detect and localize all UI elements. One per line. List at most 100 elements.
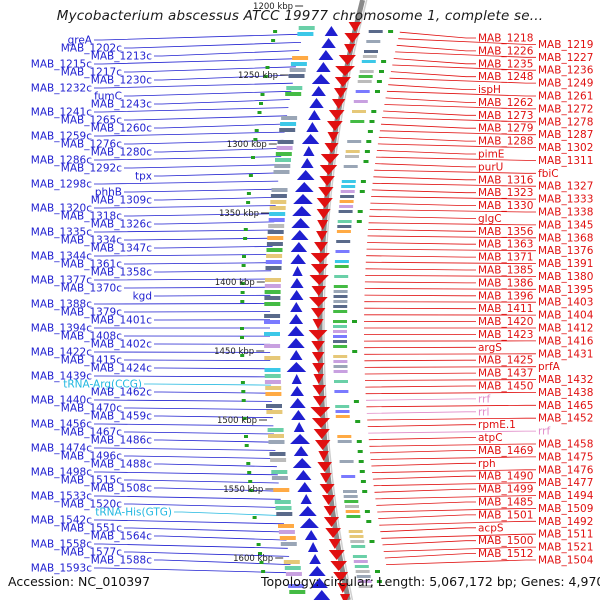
cds-tick — [241, 264, 246, 267]
forward-gene-arrow — [327, 132, 339, 142]
reverse-gene-arrow — [311, 74, 331, 84]
gene-label: MAB_1286c — [31, 155, 92, 167]
cds-tick — [359, 190, 365, 193]
gene-label: MAB_1467c — [61, 427, 122, 439]
gene-label: MAB_1402c — [91, 339, 152, 351]
annotation-block — [269, 452, 286, 456]
leader-line — [371, 196, 536, 200]
gene-label: MAB_1459c — [91, 411, 152, 423]
annotation-block — [264, 332, 280, 336]
leader-line — [154, 487, 280, 492]
annotation-block — [358, 585, 373, 588]
reverse-gene-arrow — [290, 278, 304, 288]
cds-tick — [244, 435, 248, 438]
forward-gene-arrow — [332, 99, 346, 109]
leader-line — [94, 33, 303, 41]
gene-label: MAB_1227 — [538, 52, 593, 64]
cds-tick — [248, 480, 253, 483]
leader-line — [366, 255, 476, 258]
reverse-gene-arrow — [303, 146, 315, 156]
annotation-block — [349, 535, 364, 538]
gene-label: MAB_1462c — [91, 387, 152, 399]
forward-gene-arrow — [317, 462, 332, 472]
leader-line — [370, 202, 476, 206]
reverse-gene-arrow — [297, 482, 313, 492]
leader-line — [383, 110, 476, 116]
gene-label: MAB_1424c — [91, 363, 152, 375]
gene-label: MAB_1395 — [538, 284, 593, 296]
cds-tick — [362, 490, 368, 493]
cds-tick — [240, 336, 244, 339]
annotation-block — [264, 290, 281, 294]
annotation-block — [276, 512, 293, 516]
annotation-block — [333, 285, 348, 288]
gene-label: MAB_1416 — [538, 335, 594, 347]
gene-label: MAB_1425 — [478, 355, 533, 367]
gene-label: MAB_1278 — [538, 116, 593, 128]
leader-line — [124, 139, 284, 145]
gene-label: argS — [478, 342, 502, 354]
reverse-gene-arrow — [291, 410, 306, 420]
leader-line — [370, 456, 536, 460]
gene-label: MAB_1323 — [478, 187, 533, 199]
gene-label: MAB_1558c — [31, 539, 92, 551]
leader-line — [381, 533, 536, 539]
annotation-block — [351, 545, 366, 548]
leader-line — [379, 130, 536, 136]
annotation-block — [264, 284, 281, 288]
gene-label: MAB_1361c — [61, 259, 122, 271]
cds-tick — [254, 129, 259, 132]
forward-gene-arrow — [348, 22, 362, 32]
gene-label: MAB_1458 — [538, 439, 593, 451]
leader-line — [144, 383, 272, 386]
gene-label: MAB_1512 — [478, 548, 533, 560]
annotation-block — [270, 194, 287, 198]
gene-label: MAB_1452 — [538, 413, 593, 425]
gene-label: tRNA-His(GTG) — [95, 507, 172, 519]
forward-strand-labels: MAB_1218 MAB_1219 MAB_1226 MAB_1227 MAB_1235… — [363, 31, 594, 567]
forward-gene-arrow — [319, 176, 335, 186]
cds-tick — [240, 300, 245, 303]
leader-line — [386, 90, 536, 97]
cds-tick — [259, 102, 263, 105]
annotation-block — [264, 344, 281, 348]
gene-label: MAB_1377c — [31, 275, 92, 287]
annotation-block — [275, 506, 292, 510]
reverse-strand-labels: greAMAB_1202cMAB_1213cMAB_1215cMAB_1217c… — [31, 33, 303, 575]
leader-line — [94, 543, 288, 549]
gene-label: MAB_1344c — [31, 251, 92, 263]
leader-line — [369, 450, 476, 454]
forward-gene-arrow — [344, 44, 356, 54]
annotation-block — [273, 170, 290, 174]
gene-label: MAB_1311 — [538, 155, 593, 167]
annotation-block — [269, 212, 286, 216]
scale-tick-label: 1200 kbp — [253, 2, 293, 12]
annotation-block — [334, 380, 348, 383]
gene-label: MAB_1385 — [478, 265, 533, 277]
reverse-gene-arrow — [310, 578, 328, 588]
annotation-block — [264, 296, 281, 300]
gene-label: MAB_1403 — [538, 297, 593, 309]
forward-gene-arrow — [320, 154, 340, 164]
annotation-block — [337, 435, 352, 438]
gene-label: MAB_1236 — [538, 65, 594, 77]
reverse-gene-arrow — [324, 26, 338, 36]
leader-line — [94, 423, 274, 427]
gene-label: MAB_1379c — [61, 307, 122, 319]
annotation-block — [346, 515, 361, 518]
forward-gene-arrow — [319, 165, 338, 175]
gene-label: MAB_1520c — [61, 499, 122, 511]
cds-tick — [367, 130, 373, 133]
reverse-gene-arrow — [291, 230, 309, 240]
cds-tick — [271, 39, 276, 42]
forward-gene-arrow — [316, 231, 328, 241]
annotation-block — [265, 266, 282, 270]
annotation-block — [345, 510, 360, 513]
cds-tick — [356, 440, 362, 443]
cds-tick — [251, 156, 255, 159]
forward-gene-arrow — [313, 429, 330, 439]
gene-label: MAB_1320c — [31, 203, 92, 215]
gene-label: MAB_1423 — [478, 329, 533, 341]
annotation-block — [267, 236, 284, 240]
leader-line — [383, 546, 536, 552]
